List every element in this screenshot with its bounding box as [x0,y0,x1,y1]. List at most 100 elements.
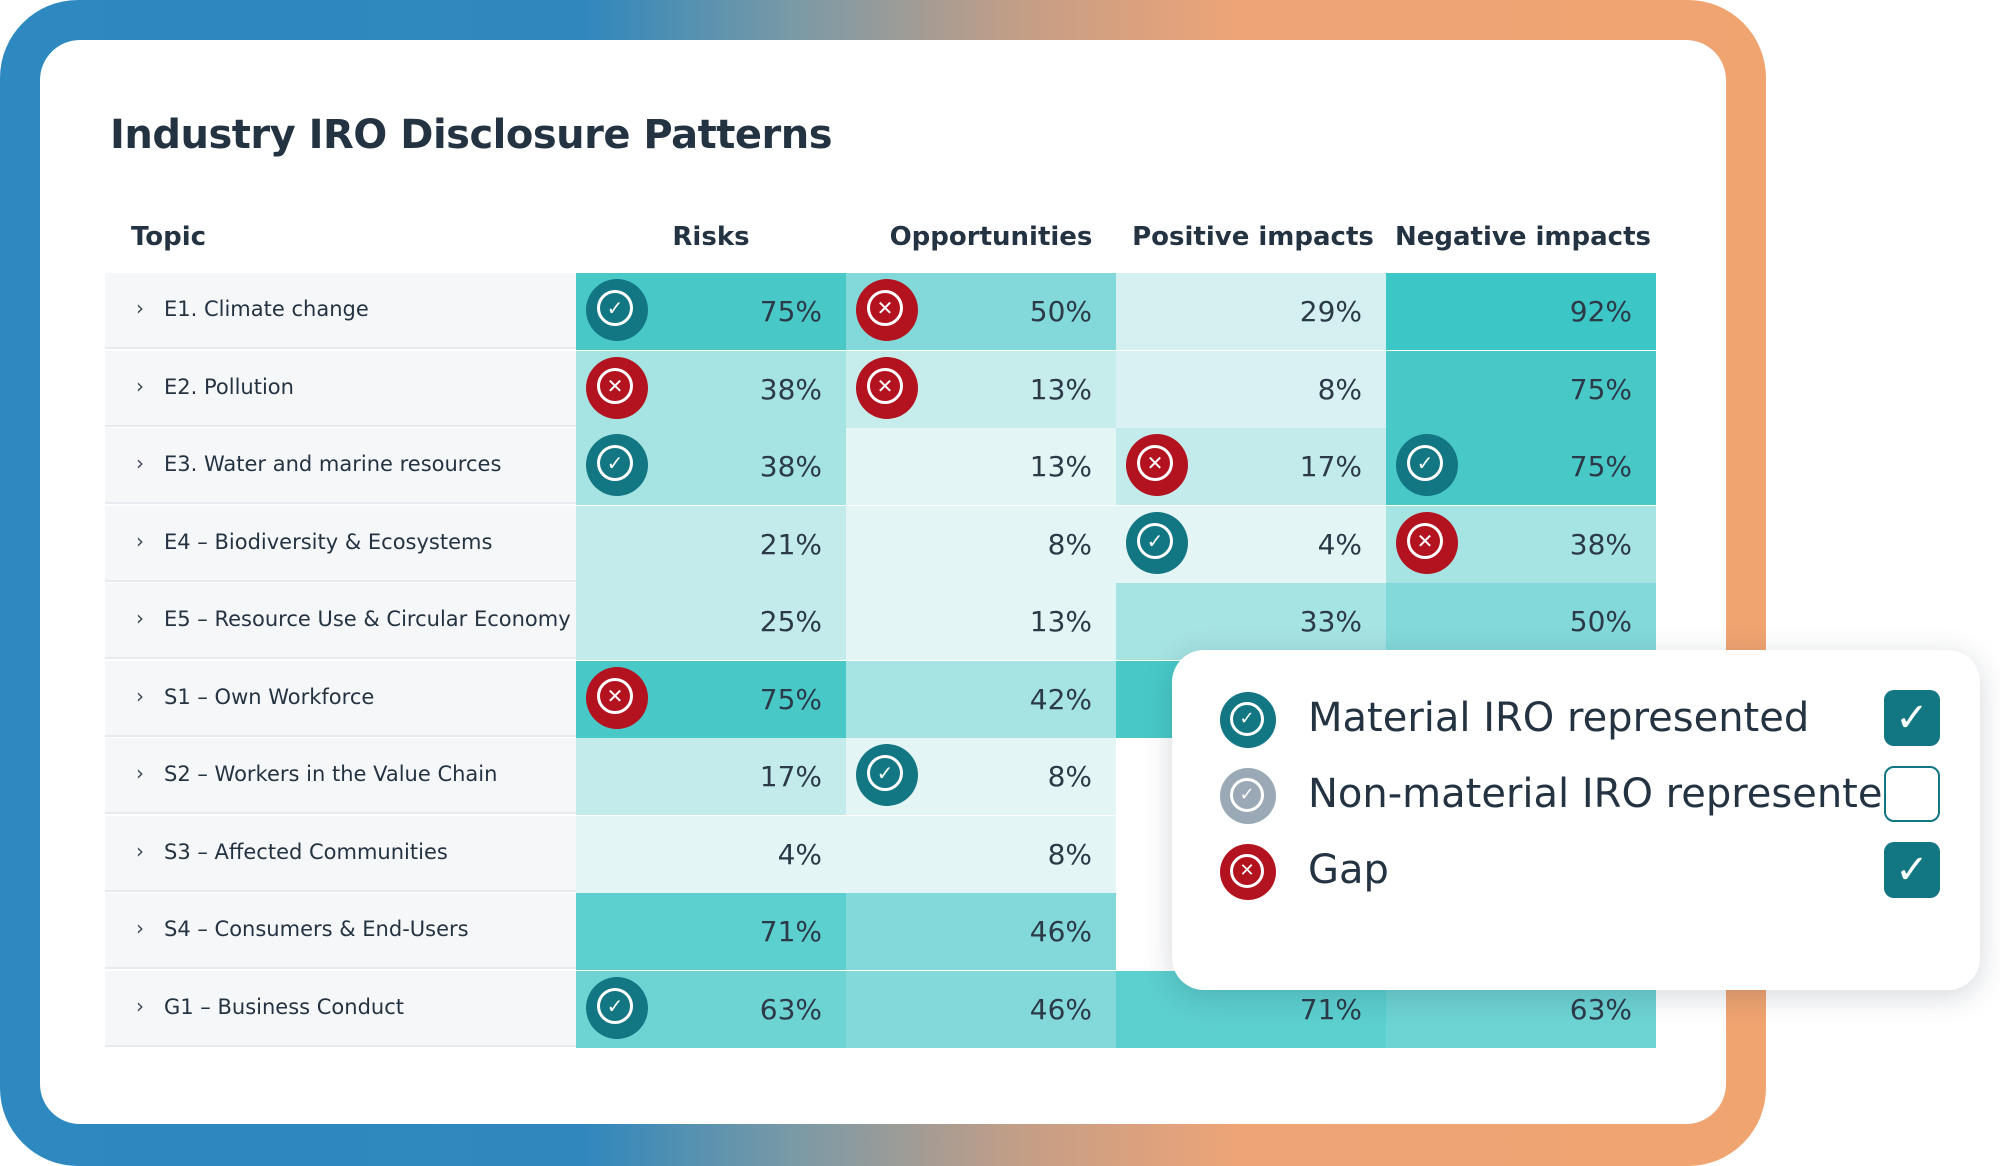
percent-value: 75% [759,295,822,328]
negative-impacts-cell: 75% [1386,350,1656,428]
percent-value: 29% [1299,295,1362,328]
risks-cell: ✓ 38% [576,428,846,505]
percent-value: 71% [1299,992,1362,1026]
percent-value: 17% [759,760,822,793]
table-row[interactable]: › E3. Water and marine resources ✓ 38% 13% ✕ 1… [105,428,1659,505]
topic-cell[interactable]: › S2 – Workers in the Value Chain [105,738,576,814]
percent-value: 21% [759,527,822,561]
chevron-right-icon[interactable]: › [136,838,144,863]
risks-cell: ✓ 75% [576,273,846,350]
header-risks: Risks [672,222,750,252]
opportunities-cell: 13% [846,583,1116,660]
positive-impacts-cell: ✕ 17% [1116,428,1386,505]
percent-value: 75% [1569,450,1632,483]
gap-x-icon: ✕ [856,356,918,419]
chevron-right-icon[interactable]: › [136,683,144,708]
gap-x-icon: ✕ [1396,511,1458,574]
page-title: Industry IRO Disclosure Patterns [110,112,833,158]
percent-value: 75% [1569,372,1632,406]
percent-value: 8% [1047,760,1092,793]
legend-label: Non-material IRO represented [1308,771,1908,817]
gap-x-icon: ✕ [1220,844,1276,900]
positive-impacts-cell: 29% [1116,273,1386,350]
legend-checkbox[interactable]: ✓ [1884,842,1940,898]
table-row[interactable]: › E2. Pollution ✕ 38% ✕ 13% 8% 75% [105,350,1659,428]
chevron-right-icon[interactable]: › [136,373,144,398]
opportunities-cell: ✓ 8% [846,738,1116,815]
gap-x-icon: ✕ [586,666,648,729]
percent-value: 63% [1569,992,1632,1026]
table-row[interactable]: › E1. Climate change ✓ 75% ✕ 50% 29% 92% [105,273,1659,350]
header-opportunities: Opportunities [889,222,1093,252]
legend-checkbox[interactable]: ✓ [1884,690,1940,746]
legend-item[interactable]: ✕ Gap ✓ [1220,842,1940,902]
percent-value: 13% [1029,450,1092,483]
material-check-icon: ✓ [1220,692,1276,748]
topic-cell[interactable]: › S4 – Consumers & End-Users [105,893,576,969]
risks-cell: ✕ 38% [576,350,846,428]
chevron-right-icon[interactable]: › [136,916,144,940]
percent-value: 46% [1029,915,1092,948]
percent-value: 4% [777,837,822,871]
topic-cell[interactable]: › E4 – Biodiversity & Ecosystems [105,505,576,582]
legend-checkbox[interactable] [1884,766,1940,822]
opportunities-cell: ✕ 50% [846,273,1116,350]
percent-value: 4% [1317,527,1362,561]
risks-cell: 4% [576,815,846,893]
topic-label: E4 – Biodiversity & Ecosystems [164,529,493,554]
risks-cell: 17% [576,738,846,815]
topic-cell[interactable]: › S3 – Affected Communities [105,815,576,892]
legend-item[interactable]: ✓ Material IRO represented ✓ [1220,690,1940,750]
opportunities-cell: 46% [846,893,1116,970]
gap-x-icon: ✕ [856,279,918,341]
chevron-right-icon[interactable]: › [136,528,144,553]
topic-label: G1 – Business Conduct [164,994,405,1019]
topic-cell[interactable]: › S1 – Own Workforce [105,660,576,737]
table-row[interactable]: › E4 – Biodiversity & Ecosystems 21% 8% ✓ 4% ✕… [105,505,1659,583]
percent-value: 50% [1029,295,1092,328]
percent-value: 92% [1569,295,1632,328]
topic-cell[interactable]: › E2. Pollution [105,350,576,427]
chevron-right-icon[interactable]: › [136,761,144,785]
percent-value: 75% [759,682,822,716]
percent-value: 8% [1047,837,1092,871]
percent-value: 63% [759,992,822,1026]
topic-label: E1. Climate change [164,297,369,321]
percent-value: 38% [759,372,822,406]
percent-value: 38% [759,450,822,483]
chevron-right-icon[interactable]: › [136,606,144,630]
positive-impacts-cell: ✓ 4% [1116,505,1386,583]
chevron-right-icon[interactable]: › [136,451,144,475]
topic-cell[interactable]: › E1. Climate change [105,273,576,349]
topic-cell[interactable]: › E3. Water and marine resources [105,428,576,504]
percent-value: 13% [1029,372,1092,406]
opportunities-cell: ✕ 13% [846,350,1116,428]
topic-label: S4 – Consumers & End-Users [164,917,469,941]
topic-cell[interactable]: › G1 – Business Conduct [105,970,576,1047]
percent-value: 8% [1317,372,1362,406]
chevron-right-icon[interactable]: › [136,296,144,320]
material-check-icon: ✓ [856,744,918,806]
material-check-icon: ✓ [1396,434,1458,496]
topic-label: S1 – Own Workforce [164,684,375,709]
negative-impacts-cell: ✕ 38% [1386,505,1656,583]
topic-label: E3. Water and marine resources [164,452,502,476]
opportunities-cell: 46% [846,970,1116,1048]
percent-value: 46% [1029,992,1092,1026]
table-row[interactable]: › E5 – Resource Use & Circular Economy 25%… [105,583,1659,660]
legend-item[interactable]: ✓ Non-material IRO represented [1220,766,1940,826]
gap-x-icon: ✕ [586,356,648,419]
chevron-right-icon[interactable]: › [136,993,144,1018]
legend-label: Material IRO represented [1308,695,1810,741]
percent-value: 38% [1569,527,1632,561]
risks-cell: 71% [576,893,846,970]
opportunities-cell: 42% [846,660,1116,738]
topic-cell[interactable]: › E5 – Resource Use & Circular Economy [105,583,576,659]
percent-value: 13% [1029,605,1092,638]
non-material-check-icon: ✓ [1220,768,1276,824]
legend-label: Gap [1308,847,1389,893]
negative-impacts-cell: ✓ 75% [1386,428,1656,505]
topic-label: E5 – Resource Use & Circular Economy [164,607,571,631]
risks-cell: 21% [576,505,846,583]
topic-label: S2 – Workers in the Value Chain [164,762,498,786]
